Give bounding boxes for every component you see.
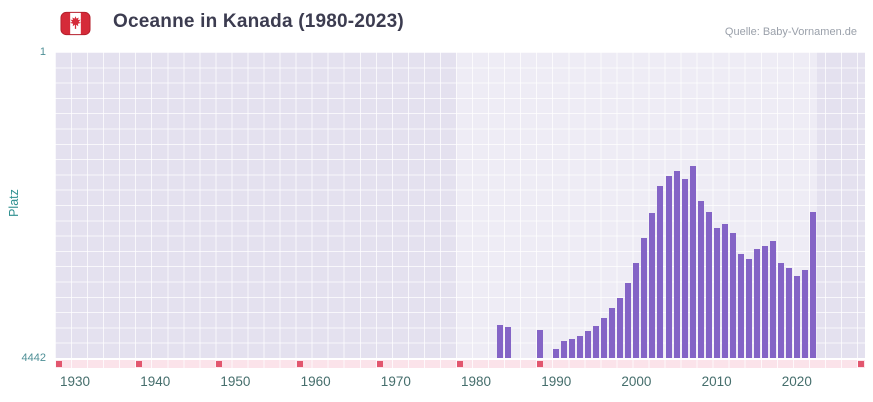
bar-2019 bbox=[785, 268, 792, 358]
bar-1996 bbox=[601, 317, 608, 358]
bar-2017 bbox=[769, 240, 776, 358]
bar-2021 bbox=[801, 269, 808, 358]
chart-title: Oceanne in Kanada (1980-2023) bbox=[113, 11, 404, 32]
bar-2013 bbox=[737, 253, 744, 358]
x-tick-1960: 1960 bbox=[300, 374, 331, 389]
x-tick-2010: 2010 bbox=[701, 374, 732, 389]
bar-2015 bbox=[753, 249, 760, 358]
bar-2014 bbox=[745, 259, 752, 358]
bar-1992 bbox=[569, 339, 576, 358]
bar-2016 bbox=[761, 246, 768, 358]
bar-1998 bbox=[617, 297, 624, 358]
y-tick-top: 1 bbox=[39, 46, 46, 58]
bar-1988 bbox=[537, 329, 544, 358]
bar-2005 bbox=[673, 171, 680, 358]
bar-1993 bbox=[577, 335, 584, 358]
x-tick-2000: 2000 bbox=[621, 374, 652, 389]
bar-2006 bbox=[681, 178, 688, 358]
x-tick-2020: 2020 bbox=[781, 374, 812, 389]
bar-2022 bbox=[809, 211, 816, 358]
bar-2003 bbox=[657, 186, 664, 358]
missing-year-marker-1928 bbox=[56, 361, 62, 367]
bar-2001 bbox=[641, 238, 648, 358]
bar-1984 bbox=[505, 326, 512, 358]
x-tick-1980: 1980 bbox=[460, 374, 492, 389]
y-axis-title: Platz bbox=[7, 189, 21, 217]
bar-2002 bbox=[649, 213, 656, 358]
missing-years-strip bbox=[55, 360, 865, 368]
x-tick-1930: 1930 bbox=[60, 374, 91, 389]
missing-year-marker-2028 bbox=[857, 361, 864, 367]
x-axis-ticks: 1930 1940 1950 1960 1970 1980 1990 2000 2010 2020 bbox=[0, 374, 873, 394]
bar-2010 bbox=[713, 228, 720, 358]
bar-1997 bbox=[609, 308, 616, 358]
bar-1995 bbox=[593, 326, 600, 358]
bar-2007 bbox=[689, 166, 696, 358]
x-tick-1940: 1940 bbox=[140, 374, 171, 389]
missing-year-marker-1948 bbox=[216, 361, 223, 367]
missing-year-marker-1958 bbox=[296, 361, 303, 367]
missing-year-marker-1968 bbox=[376, 361, 383, 367]
bar-2000 bbox=[633, 262, 640, 358]
plot-area bbox=[55, 52, 865, 358]
bars-layer bbox=[55, 52, 865, 358]
bar-2004 bbox=[665, 176, 672, 358]
missing-year-marker-1988 bbox=[537, 361, 544, 367]
x-tick-1990: 1990 bbox=[541, 374, 572, 389]
bar-1994 bbox=[585, 331, 592, 358]
bar-2020 bbox=[793, 275, 800, 358]
source-label: Quelle: Baby-Vornamen.de bbox=[724, 26, 857, 38]
bar-2008 bbox=[697, 200, 704, 358]
y-tick-bottom: 4442 bbox=[21, 352, 46, 364]
bar-1990 bbox=[553, 348, 560, 358]
bar-2009 bbox=[705, 211, 712, 358]
bar-2012 bbox=[729, 233, 736, 358]
bar-1999 bbox=[625, 282, 632, 358]
x-tick-1970: 1970 bbox=[380, 374, 411, 389]
bar-2011 bbox=[721, 224, 728, 358]
bar-1991 bbox=[561, 341, 568, 358]
x-tick-1950: 1950 bbox=[220, 374, 251, 389]
canada-flag-icon bbox=[60, 8, 91, 39]
bar-1983 bbox=[497, 324, 504, 358]
bar-2018 bbox=[777, 262, 784, 358]
missing-year-marker-1938 bbox=[136, 361, 143, 367]
missing-year-marker-1978 bbox=[456, 361, 463, 367]
